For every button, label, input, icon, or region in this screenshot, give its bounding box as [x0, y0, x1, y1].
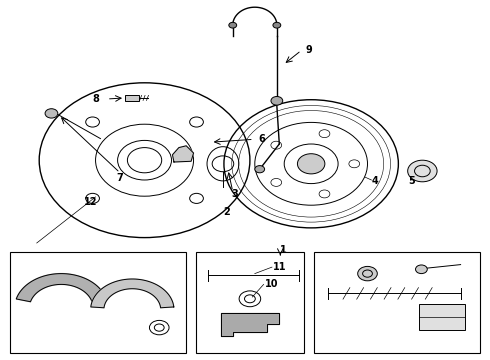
- Text: 12: 12: [84, 197, 98, 207]
- Text: 8: 8: [92, 94, 99, 104]
- Bar: [125, 95, 139, 101]
- Text: 5: 5: [408, 176, 415, 186]
- Polygon shape: [91, 279, 174, 308]
- Circle shape: [416, 265, 427, 274]
- Text: 10: 10: [265, 279, 279, 289]
- Text: 9: 9: [305, 45, 312, 55]
- Bar: [419, 304, 465, 330]
- Polygon shape: [16, 274, 106, 302]
- Bar: [196, 252, 304, 353]
- Circle shape: [358, 266, 377, 281]
- Text: 3: 3: [232, 189, 239, 199]
- Circle shape: [271, 96, 283, 105]
- Bar: [314, 252, 480, 353]
- Text: 11: 11: [272, 262, 286, 272]
- Circle shape: [408, 160, 437, 182]
- Polygon shape: [172, 146, 194, 162]
- Text: 1: 1: [280, 245, 287, 255]
- Text: 7: 7: [117, 173, 123, 183]
- Circle shape: [255, 166, 265, 173]
- Polygon shape: [220, 313, 279, 336]
- Circle shape: [45, 109, 58, 118]
- Circle shape: [273, 22, 281, 28]
- Bar: [10, 252, 186, 353]
- Text: 2: 2: [223, 207, 230, 217]
- Circle shape: [229, 22, 237, 28]
- Text: 6: 6: [259, 134, 266, 144]
- Text: 4: 4: [371, 176, 378, 186]
- Circle shape: [297, 154, 325, 174]
